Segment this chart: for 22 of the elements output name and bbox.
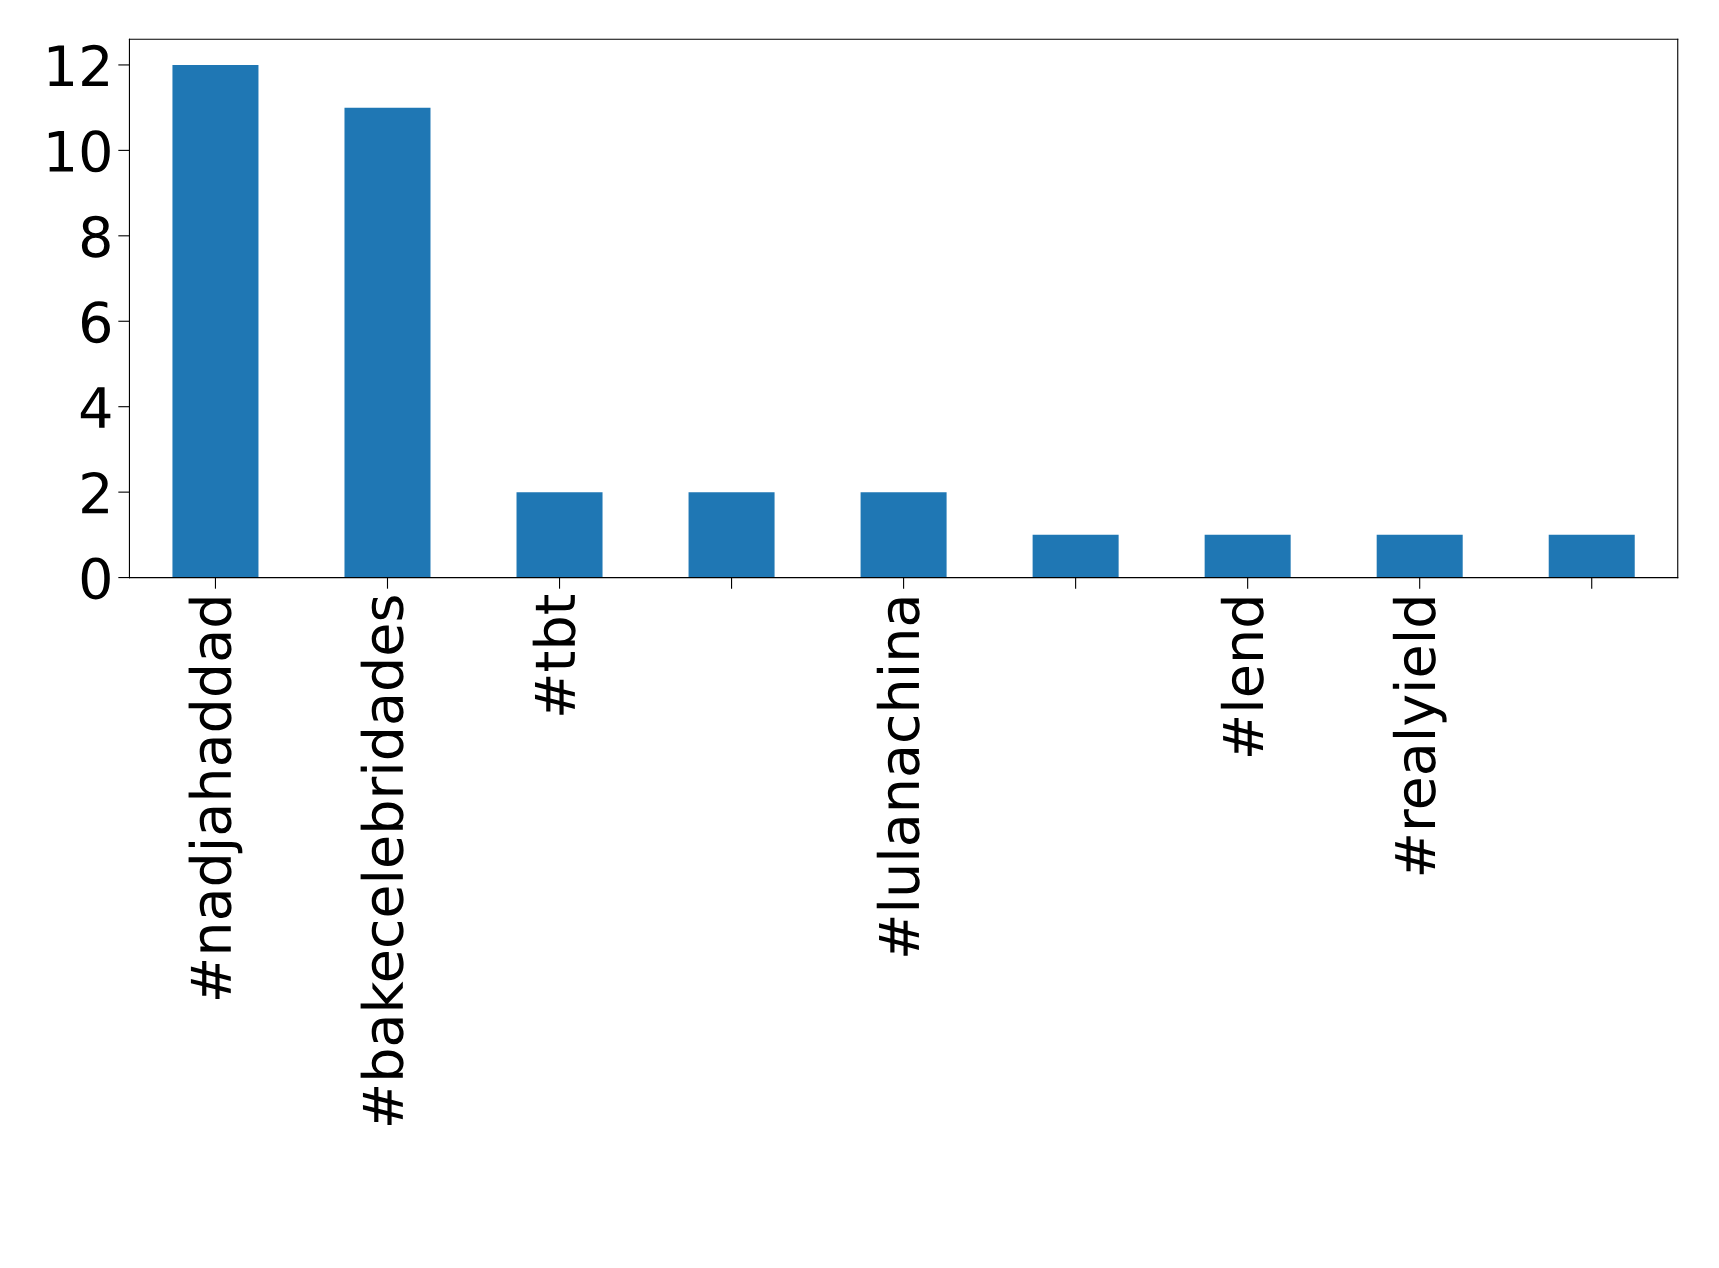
bar (1376, 534, 1463, 578)
y-tick-label: 8 (81, 215, 110, 258)
y-tick-label: 10 (48, 130, 110, 173)
x-tick-label: #lend (1220, 598, 1264, 756)
y-tick-label: 4 (80, 387, 111, 428)
bar (860, 492, 947, 578)
bar (688, 492, 775, 578)
bar (172, 64, 259, 578)
x-tick-label: #lulanachina (876, 598, 920, 956)
x-tick-label: #realyield (1392, 598, 1447, 875)
x-tick-label: #tbt (532, 594, 576, 715)
y-tick-label: 12 (48, 44, 108, 87)
y-tick-label: 0 (81, 557, 110, 600)
y-tick-label: 2 (82, 472, 108, 514)
y-tick-label: 6 (82, 301, 110, 344)
x-tick-label: #bakecelebridades (360, 596, 404, 1126)
bar (344, 107, 431, 578)
bar (1032, 534, 1119, 578)
bar (516, 492, 603, 578)
x-tick-label: #nadjahaddad (188, 598, 243, 999)
bar (1204, 534, 1291, 578)
bar (1548, 534, 1635, 578)
